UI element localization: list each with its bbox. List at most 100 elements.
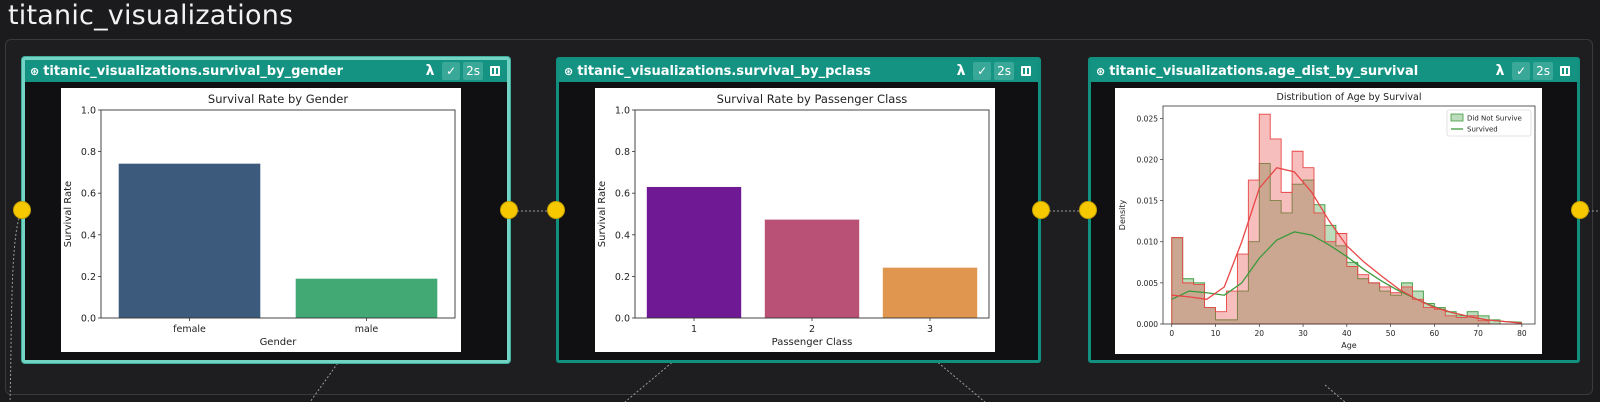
x-tick-label: 2 <box>809 324 815 335</box>
y-tick-label: 0.2 <box>81 272 96 283</box>
y-tick-label: 0.0 <box>615 314 630 325</box>
asset-icon: ⊛ <box>1096 64 1106 78</box>
y-tick-label: 0.0 <box>81 314 96 325</box>
y-tick-label: 0.8 <box>81 147 96 158</box>
edge-down-4 <box>1324 384 1346 402</box>
node-header[interactable]: ⊛ titanic_visualizations.survival_by_pcl… <box>559 60 1038 82</box>
x-tick-label: 1 <box>691 324 697 335</box>
chart-age: Distribution of Age by Survival 0 10 20 30 40… <box>1118 92 1536 350</box>
plot-image: Survival Rate by Passenger Class 1 2 3 0.0 0.… <box>595 88 995 352</box>
y-tick-label: 0.6 <box>615 189 630 200</box>
y-tick-label: 0.005 <box>1137 279 1159 288</box>
node-body: Survival Rate by Passenger Class 1 2 3 0.0 0.… <box>559 82 1038 360</box>
y-tick-label: 0.020 <box>1137 155 1159 164</box>
plot-frame <box>1162 105 1536 325</box>
hist-survived <box>1171 113 1522 325</box>
plot-frame <box>634 109 990 319</box>
chart-title: Distribution of Age by Survival <box>1277 92 1422 103</box>
bar-2 <box>764 219 860 318</box>
y-tick-label: 0.010 <box>1137 238 1159 247</box>
x-tick-label: 80 <box>1517 329 1527 338</box>
lambda-icon[interactable]: λ <box>425 63 435 79</box>
plot-image: Survival Rate by Gender female male 0.0 0.2 0… <box>61 88 461 352</box>
edge-down-3 <box>934 359 986 402</box>
asset-name: titanic_visualizations.survival_by_pclas… <box>577 63 871 79</box>
legend <box>1446 109 1532 137</box>
plot-frame <box>100 109 456 319</box>
edge-down-2 <box>624 359 676 402</box>
asset-node-survival-by-gender[interactable]: ⊛ titanic_visualizations.survival_by_gen… <box>22 57 510 363</box>
asset-icon: ⊛ <box>564 64 574 78</box>
y-tick-label: 0.2 <box>615 272 630 283</box>
page-title: titanic_visualizations <box>8 0 294 31</box>
x-tick-label: 30 <box>1298 329 1308 338</box>
output-port[interactable] <box>1571 201 1589 219</box>
check-icon[interactable]: ✓ <box>973 62 992 80</box>
node-header[interactable]: ⊛ titanic_visualizations.age_dist_by_sur… <box>1091 60 1577 82</box>
input-port[interactable] <box>1079 201 1097 219</box>
input-port[interactable] <box>13 201 31 219</box>
panel-toggle-icon[interactable] <box>1017 62 1035 80</box>
node-body: Distribution of Age by Survival 0 10 20 30 40… <box>1091 82 1577 360</box>
x-axis-label: Passenger Class <box>772 337 853 348</box>
duration-badge[interactable]: 2s <box>1533 62 1553 80</box>
x-tick-label: 60 <box>1430 329 1440 338</box>
asset-name: titanic_visualizations.survival_by_gende… <box>43 63 343 79</box>
y-tick-label: 1.0 <box>81 106 96 117</box>
output-port[interactable] <box>1032 201 1050 219</box>
y-axis-label: Survival Rate <box>597 181 608 247</box>
bar-1 <box>646 186 742 318</box>
lambda-icon[interactable]: λ <box>1495 63 1505 79</box>
bar-male <box>295 278 438 318</box>
edge-left-in <box>9 210 23 402</box>
chart-gender: Survival Rate by Gender female male 0.0 0.2 0… <box>63 92 456 348</box>
x-tick-label: 3 <box>927 324 933 335</box>
x-tick-label: 50 <box>1386 329 1396 338</box>
bar-female <box>118 163 261 318</box>
panel-toggle-icon[interactable] <box>1556 62 1574 80</box>
duration-badge[interactable]: 2s <box>994 62 1014 80</box>
x-tick-label: female <box>173 324 206 335</box>
x-tick-label: 10 <box>1211 329 1221 338</box>
check-icon[interactable]: ✓ <box>442 62 461 80</box>
plot-image: Distribution of Age by Survival 0 10 20 30 40… <box>1115 88 1542 354</box>
node-header[interactable]: ⊛ titanic_visualizations.survival_by_gen… <box>25 60 507 82</box>
chart-pclass: Survival Rate by Passenger Class 1 2 3 0.0 0.… <box>597 92 990 348</box>
lambda-icon[interactable]: λ <box>956 63 966 79</box>
node-body: Survival Rate by Gender female male 0.0 0.2 0… <box>25 82 507 360</box>
asset-icon: ⊛ <box>30 64 40 78</box>
y-axis-label: Density <box>1118 200 1127 231</box>
x-tick-label: 20 <box>1255 329 1265 338</box>
y-axis-label: Survival Rate <box>63 181 74 247</box>
y-tick-label: 0.4 <box>615 230 630 241</box>
x-tick-label: male <box>355 324 379 335</box>
y-tick-label: 0.025 <box>1137 114 1159 123</box>
check-icon[interactable]: ✓ <box>1512 62 1531 80</box>
y-tick-label: 0.015 <box>1137 197 1159 206</box>
asset-name: titanic_visualizations.age_dist_by_survi… <box>1109 63 1419 79</box>
panel-toggle-icon[interactable] <box>486 62 504 80</box>
input-port[interactable] <box>547 201 565 219</box>
edge-down-1 <box>309 359 341 402</box>
x-tick-label: 70 <box>1473 329 1483 338</box>
x-tick-label: 40 <box>1342 329 1352 338</box>
legend-entry: Did Not Survive <box>1467 115 1522 123</box>
legend-entry: Survived <box>1467 126 1498 134</box>
legend-swatch <box>1450 113 1464 122</box>
y-tick-label: 0.4 <box>81 230 96 241</box>
bar-3 <box>882 267 978 318</box>
duration-badge[interactable]: 2s <box>463 62 483 80</box>
y-tick-label: 0.6 <box>81 189 96 200</box>
x-axis-label: Gender <box>260 337 298 348</box>
output-port[interactable] <box>500 201 518 219</box>
asset-node-survival-by-pclass[interactable]: ⊛ titanic_visualizations.survival_by_pcl… <box>556 57 1041 363</box>
x-axis-label: Age <box>1341 341 1357 350</box>
y-tick-label: 0.8 <box>615 147 630 158</box>
y-tick-label: 0.000 <box>1137 320 1159 329</box>
chart-title: Survival Rate by Gender <box>208 92 348 106</box>
asset-node-age-dist-by-survival[interactable]: ⊛ titanic_visualizations.age_dist_by_sur… <box>1088 57 1580 363</box>
x-tick-label: 0 <box>1169 329 1174 338</box>
kde-line-survived <box>1171 166 1522 324</box>
y-tick-label: 1.0 <box>615 106 630 117</box>
